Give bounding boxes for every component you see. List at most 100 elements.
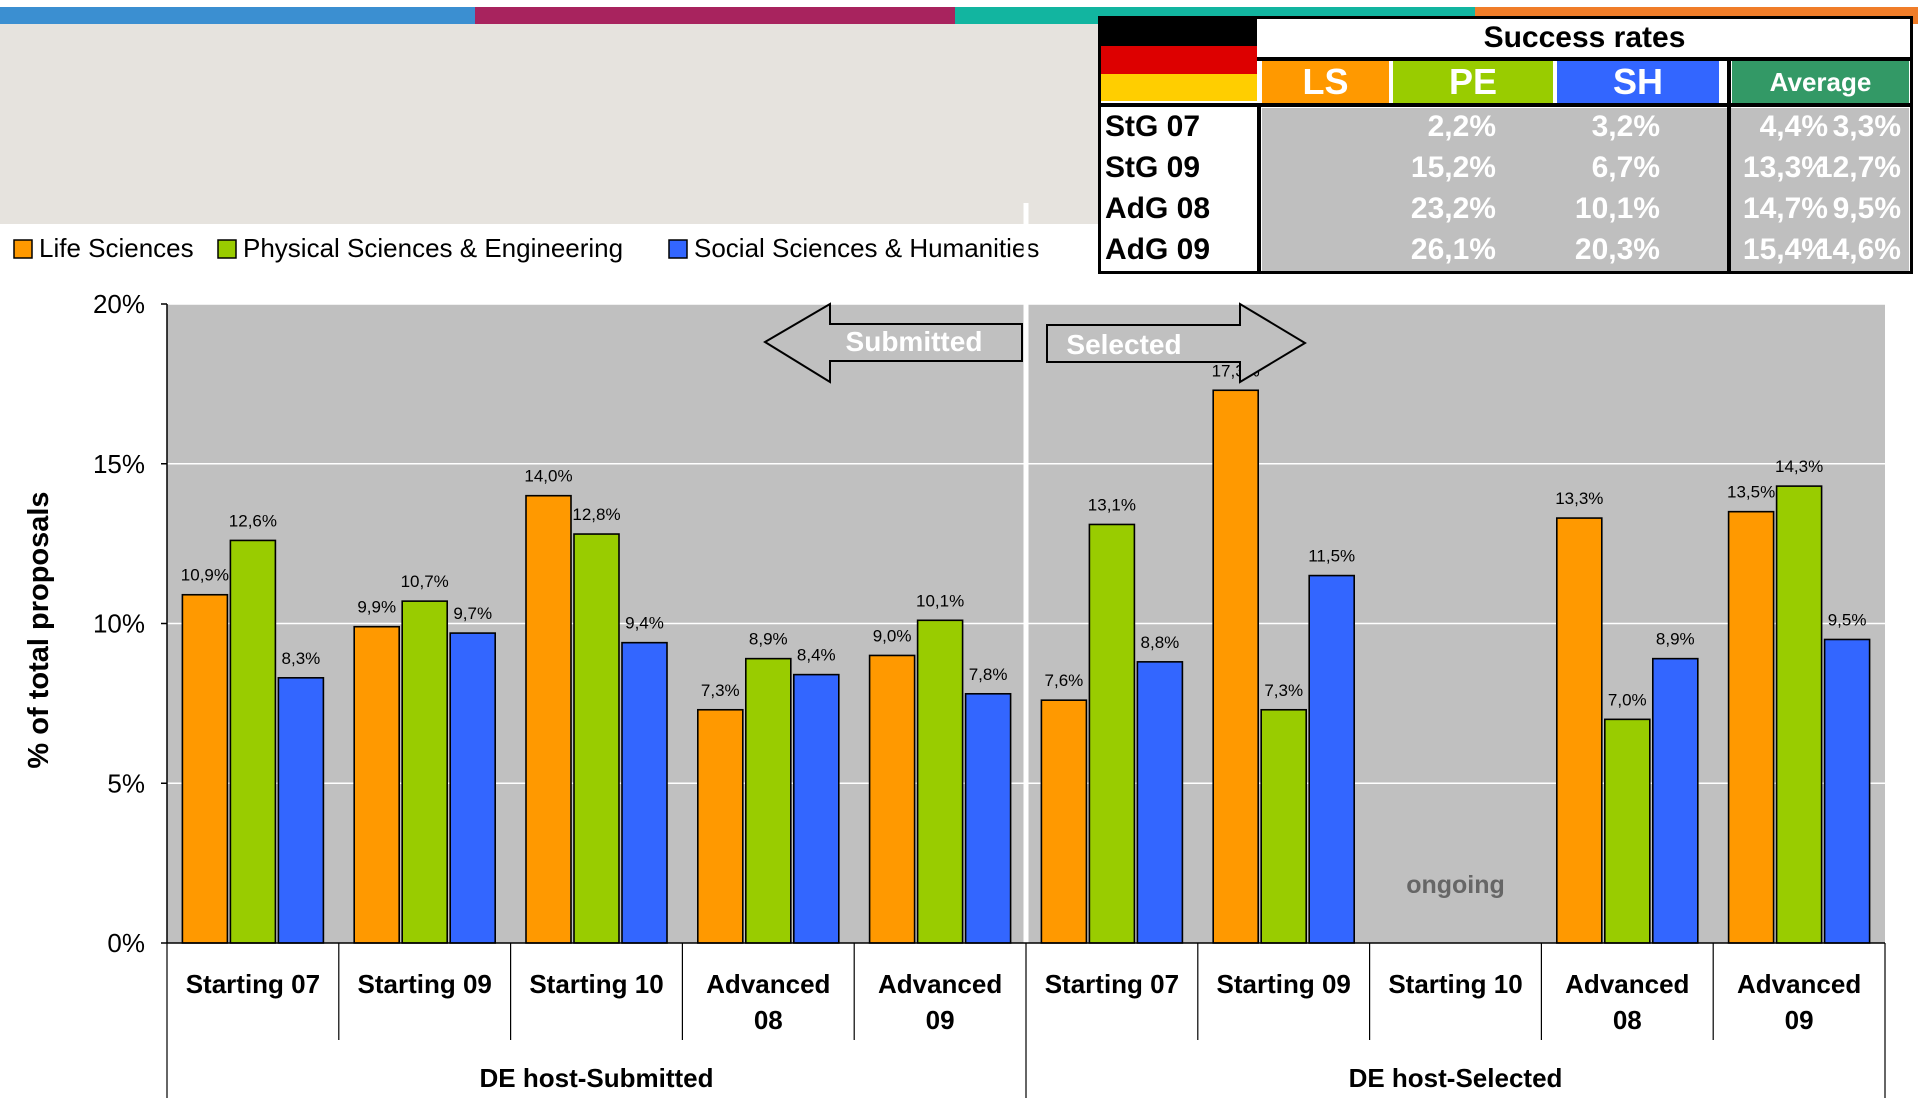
column-header-average: Average — [1732, 61, 1909, 103]
bar — [621, 641, 668, 944]
bar — [696, 708, 744, 944]
data-label: 14,0% — [524, 467, 572, 486]
bar — [353, 625, 401, 944]
group-label: DE host-Selected — [1349, 1063, 1563, 1093]
rate-cell: 14,6% — [1815, 233, 1901, 266]
selected-arrow-label: Selected — [1066, 329, 1181, 360]
row-label: AdG 09 — [1105, 233, 1211, 266]
data-label: 7,6% — [1045, 671, 1084, 690]
category-label: 08 — [1613, 1005, 1642, 1035]
selected-arrow-icon — [1046, 302, 1307, 384]
data-label: 7,3% — [701, 681, 740, 700]
bar — [868, 654, 916, 944]
category-label: Starting 09 — [1217, 969, 1351, 999]
bar — [229, 539, 277, 944]
rate-cell: 4,4% — [1759, 110, 1828, 143]
bar — [1604, 718, 1651, 944]
y-tick-label: 20% — [93, 289, 145, 319]
data-label: 8,4% — [797, 646, 836, 665]
y-tick-label: 15% — [93, 449, 145, 479]
ongoing-annotation: ongoing — [1406, 871, 1505, 899]
data-label: 12,6% — [229, 511, 277, 530]
legend-swatch — [217, 239, 237, 259]
header-background — [0, 24, 1098, 224]
data-label: 8,3% — [282, 649, 321, 668]
table-body-rule — [1101, 103, 1910, 107]
bar — [792, 673, 840, 944]
bar — [916, 619, 964, 944]
bar — [525, 494, 572, 944]
legend-label: Physical Sciences & Engineering — [243, 233, 623, 263]
success-rates-table: Success rates LS PE SH Average StG 07 2,2% 3,2… — [1098, 16, 1913, 274]
row-label: StG 09 — [1105, 151, 1201, 184]
rate-cell: 15,2% — [1410, 151, 1496, 184]
table-average-divider — [1727, 61, 1731, 271]
data-label: 7,0% — [1608, 690, 1647, 709]
category-label: Advanced — [1737, 969, 1861, 999]
category-label: Advanced — [878, 969, 1002, 999]
data-label: 7,8% — [969, 665, 1008, 684]
data-label: 14,3% — [1775, 457, 1823, 476]
bar — [1775, 485, 1823, 944]
y-tick-label: 0% — [107, 928, 145, 958]
bars — [181, 389, 1871, 944]
submitted-arrow-icon — [763, 302, 1023, 384]
data-label: 10,1% — [916, 591, 964, 610]
legend-swatch — [13, 239, 33, 259]
group-label: DE host-Submitted — [480, 1063, 714, 1093]
data-label: 13,5% — [1727, 483, 1775, 502]
data-label: 9,7% — [453, 604, 492, 623]
rate-cell: 20,3% — [1574, 233, 1660, 266]
table-title: Success rates — [1483, 21, 1686, 54]
data-labels: 10,9%9,9%14,0%7,3%9,0%7,6%17,3%13,3% 13,5… — [181, 361, 1867, 709]
y-tick-label: 5% — [107, 768, 145, 798]
bar — [1260, 708, 1307, 944]
rate-cell: 10,1% — [1574, 192, 1660, 225]
data-label: 10,9% — [181, 566, 229, 585]
axis-lines — [166, 203, 1886, 1098]
column-header-ls: LS — [1262, 61, 1389, 103]
category-label: Starting 09 — [358, 969, 492, 999]
table-values-background — [1262, 108, 1909, 271]
bar — [744, 657, 792, 944]
annotation-arrows: Submitted Selected — [763, 302, 1307, 384]
rate-cell: 23,2% — [1410, 192, 1496, 225]
category-label: Starting 07 — [186, 969, 320, 999]
data-label: 8,9% — [1656, 630, 1695, 649]
bar — [401, 600, 449, 944]
bar — [1088, 523, 1136, 944]
bar — [449, 632, 497, 944]
rate-cell: 3,2% — [1591, 110, 1660, 143]
rate-cell: 12,7% — [1815, 151, 1901, 184]
rate-cell: 2,2% — [1427, 110, 1496, 143]
data-label: 12,8% — [572, 505, 620, 524]
data-label: 10,7% — [401, 572, 449, 591]
rate-cell: 26,1% — [1410, 233, 1496, 266]
data-label: 9,9% — [357, 598, 396, 617]
rate-cell: 9,5% — [1832, 192, 1901, 225]
category-label: Starting 07 — [1045, 969, 1179, 999]
table-label-divider — [1257, 103, 1261, 271]
bar — [1823, 638, 1871, 944]
data-label: 11,5% — [1308, 547, 1355, 566]
bar — [1212, 389, 1259, 944]
bar — [181, 593, 229, 944]
data-label: 7,3% — [1264, 681, 1303, 700]
row-label: StG 07 — [1105, 110, 1201, 143]
y-tick-labels: 0% 5% 10% 15% 20% — [93, 289, 167, 958]
column-header-sh: SH — [1557, 61, 1719, 103]
legend-label: Life Sciences — [39, 233, 194, 263]
rate-cell: 3,3% — [1832, 110, 1901, 143]
category-label: 09 — [1785, 1005, 1814, 1035]
bar — [573, 533, 620, 944]
data-label: 8,8% — [1141, 633, 1180, 652]
bar — [277, 677, 325, 944]
rate-cell: 13,3% — [1742, 151, 1828, 184]
bar — [1652, 657, 1699, 944]
category-label: Advanced — [1565, 969, 1689, 999]
column-header-pe: PE — [1393, 61, 1553, 103]
submitted-arrow-label: Submitted — [846, 326, 983, 357]
category-label: Advanced — [706, 969, 830, 999]
data-label: 9,4% — [625, 614, 664, 633]
